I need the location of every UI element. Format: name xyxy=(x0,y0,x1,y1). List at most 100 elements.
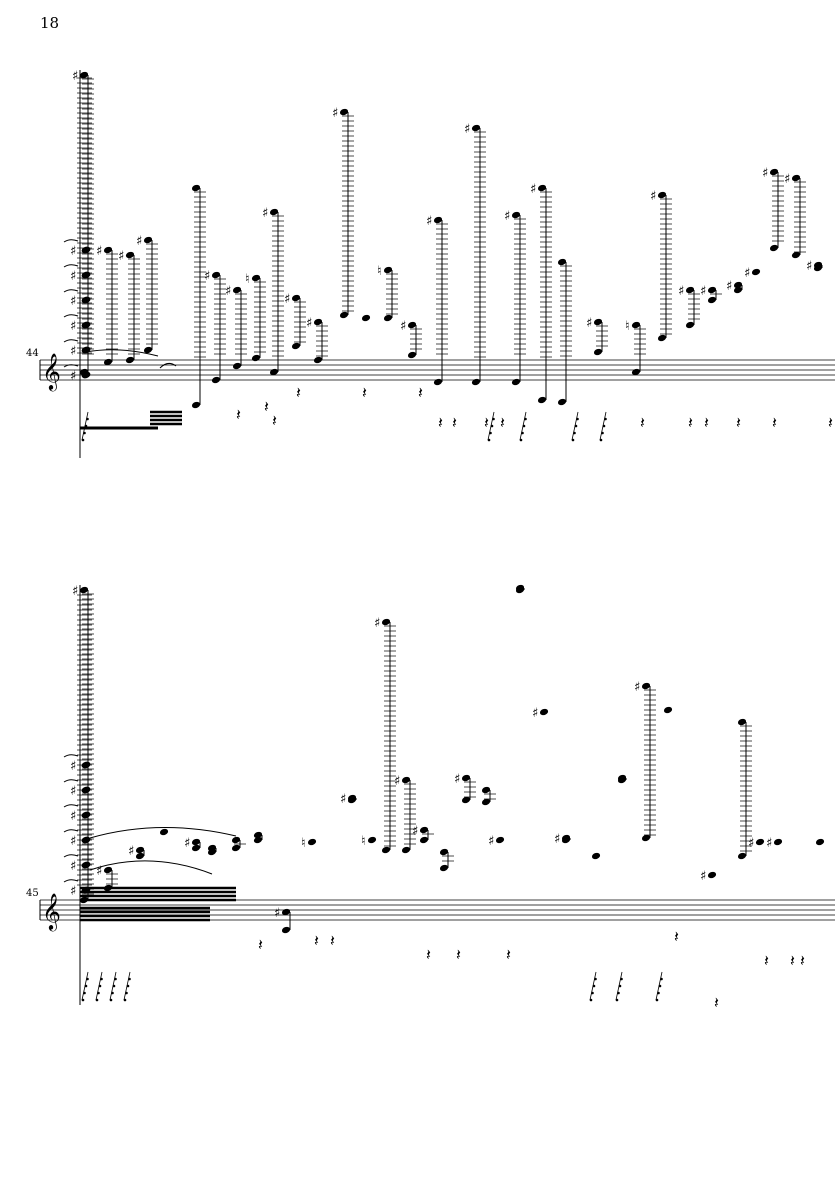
sharp-icon: ♯ xyxy=(394,774,400,789)
sharp-icon: ♯ xyxy=(530,182,536,197)
natural-icon: ♮ xyxy=(361,834,366,849)
tie-arc xyxy=(63,854,79,858)
sharp-icon: ♯ xyxy=(306,316,312,331)
sharp-icon: ♯ xyxy=(70,294,76,309)
note-head xyxy=(207,848,217,856)
quarter-rest-icon: 𝄽 xyxy=(674,927,679,946)
system-45: 𝄞 ♯ ♯ ♯ ♯ ♯ ♮ ♯ ♮ ♯ ♯ ♯ ♯ ♯ ♯ ♯ ♯ ♯ ♯ ♯ 𝄽 𝄽 𝄽 𝄽 𝄽 𝄽 𝄽 𝄽 𝄽 𝄽 𝄽 ♯ ♯ ♯ ♯ ♯ ♯ xyxy=(39,584,835,1012)
note-head xyxy=(791,174,801,182)
note-head xyxy=(419,826,429,834)
grace-notehead xyxy=(660,977,663,981)
note-head xyxy=(657,191,667,199)
note-head xyxy=(251,354,261,362)
sharp-icon: ♯ xyxy=(96,864,102,879)
grace-notehead xyxy=(602,424,606,428)
grace-notehead xyxy=(615,998,619,1002)
grace-notehead xyxy=(86,417,89,421)
note-head xyxy=(143,346,153,354)
tie-arc xyxy=(63,339,79,343)
natural-icon: ♮ xyxy=(245,272,250,287)
grace-notehead xyxy=(594,977,597,981)
sharp-icon: ♯ xyxy=(726,279,732,294)
note-head xyxy=(433,216,443,224)
note-head xyxy=(593,348,603,356)
grace-notehead xyxy=(125,991,128,995)
sharp-icon: ♯ xyxy=(70,809,76,824)
sharp-icon: ♯ xyxy=(284,292,290,307)
note-head xyxy=(591,852,601,860)
sharp-icon: ♯ xyxy=(634,680,640,695)
quarter-rest-icon: 𝄽 xyxy=(506,945,511,964)
note-head xyxy=(232,362,242,370)
quarter-rest-icon: 𝄽 xyxy=(426,945,431,964)
sharp-icon: ♯ xyxy=(96,244,102,259)
note-head xyxy=(383,314,393,322)
grace-notehead xyxy=(601,431,604,435)
grace-notehead xyxy=(599,438,603,442)
measure-number-45: 45 xyxy=(26,888,39,899)
quarter-rest-icon: 𝄽 xyxy=(714,993,719,1012)
sharp-icon: ♯ xyxy=(554,832,560,847)
sharp-icon: ♯ xyxy=(70,319,76,334)
note-head xyxy=(593,318,603,326)
quarter-rest-icon: 𝄽 xyxy=(272,411,277,430)
note-head xyxy=(539,708,549,716)
note-head xyxy=(347,796,357,804)
note-head xyxy=(339,311,349,319)
note-head xyxy=(191,838,201,846)
grace-notehead xyxy=(522,424,526,428)
note-head xyxy=(769,168,779,176)
sharp-icon: ♯ xyxy=(586,316,592,331)
note-head xyxy=(773,838,783,846)
grace-notehead xyxy=(592,984,596,988)
grace-notehead xyxy=(126,984,130,988)
note-head xyxy=(641,834,651,842)
sharp-icon: ♯ xyxy=(464,122,470,137)
grace-notehead xyxy=(519,438,523,442)
grace-notehead xyxy=(573,431,576,435)
natural-icon: ♮ xyxy=(377,264,382,279)
sharp-icon: ♯ xyxy=(70,859,76,874)
tie-arc xyxy=(63,829,79,833)
grace-notehead xyxy=(487,438,491,442)
sharp-icon: ♯ xyxy=(766,836,772,851)
note-head xyxy=(135,846,145,854)
sharp-icon: ♯ xyxy=(72,69,78,84)
note-head xyxy=(751,268,761,276)
grace-notehead xyxy=(83,991,86,995)
note-head xyxy=(103,246,113,254)
grace-notehead xyxy=(84,984,88,988)
measure-number-44: 44 xyxy=(26,348,39,359)
tie-arc xyxy=(63,239,79,243)
grace-notehead xyxy=(97,991,100,995)
quarter-rest-icon: 𝄽 xyxy=(764,951,769,970)
tie-arc xyxy=(63,364,79,368)
note-head xyxy=(281,926,291,934)
note-head xyxy=(769,244,779,252)
note-head xyxy=(515,586,525,594)
note-head xyxy=(657,334,667,342)
note-head xyxy=(269,208,279,216)
note-head xyxy=(143,236,153,244)
note-head xyxy=(537,396,547,404)
note-head xyxy=(231,844,241,852)
sharp-icon: ♯ xyxy=(678,284,684,299)
note-head xyxy=(407,321,417,329)
note-head xyxy=(159,828,169,836)
note-head xyxy=(537,184,547,192)
note-head xyxy=(307,838,317,846)
tie-arc xyxy=(63,754,79,758)
quarter-rest-icon: 𝄽 xyxy=(800,951,805,970)
grace-notehead xyxy=(114,977,117,981)
treble-clef-icon: 𝄞 xyxy=(42,892,61,931)
note-head xyxy=(433,378,443,386)
sharp-icon: ♯ xyxy=(184,836,190,851)
quarter-rest-icon: 𝄽 xyxy=(688,413,693,432)
sharp-icon: ♯ xyxy=(700,869,706,884)
sharp-icon: ♯ xyxy=(70,834,76,849)
grace-notehead xyxy=(571,438,575,442)
sharp-icon: ♯ xyxy=(650,189,656,204)
quarter-rest-icon: 𝄽 xyxy=(456,945,461,964)
note-head xyxy=(707,871,717,879)
